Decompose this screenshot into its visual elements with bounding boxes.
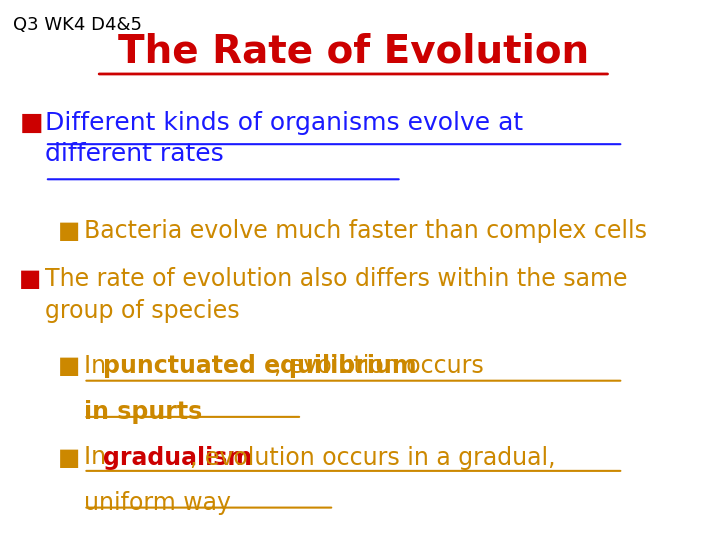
Text: in spurts: in spurts [84,400,202,423]
Text: In: In [84,446,113,469]
Text: , evolution occurs: , evolution occurs [274,354,483,377]
Text: ■: ■ [58,446,80,469]
Text: Different kinds of organisms evolve at
different rates: Different kinds of organisms evolve at d… [45,111,523,166]
Text: punctuated equilibrium: punctuated equilibrium [104,354,417,377]
Text: The rate of evolution also differs within the same
group of species: The rate of evolution also differs withi… [45,267,627,323]
Text: The Rate of Evolution: The Rate of Evolution [118,32,589,70]
Text: In: In [84,354,113,377]
Text: Q3 WK4 D4&5: Q3 WK4 D4&5 [13,16,142,34]
Text: Bacteria evolve much faster than complex cells: Bacteria evolve much faster than complex… [84,219,647,242]
Text: ■: ■ [19,111,43,134]
Text: uniform way: uniform way [84,491,230,515]
Text: ■: ■ [19,267,42,291]
Text: ■: ■ [58,354,80,377]
Text: , evolution occurs in a gradual,: , evolution occurs in a gradual, [189,446,555,469]
Text: gradualism: gradualism [104,446,253,469]
Text: ■: ■ [58,219,80,242]
